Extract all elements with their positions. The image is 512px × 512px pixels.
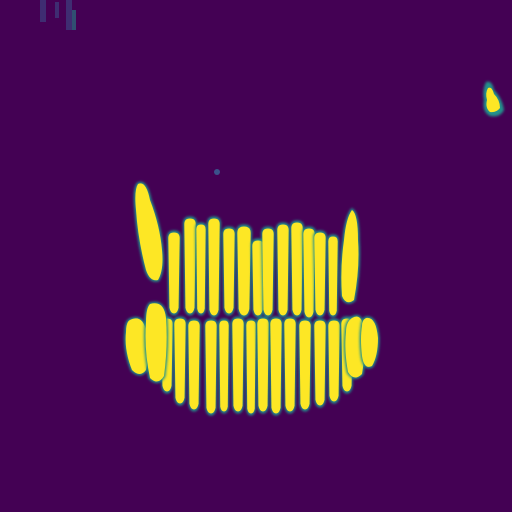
- top-right-artifact: [483, 81, 504, 117]
- lower-tooth-7: [245, 318, 257, 416]
- lower-tooth-3: [187, 318, 201, 412]
- lower-tooth-6: [231, 316, 245, 414]
- upper-tooth-7: [251, 238, 265, 318]
- upper-tooth-12: [313, 230, 327, 318]
- upper-tooth-8: [261, 226, 275, 318]
- top-left-artifact: [40, 0, 76, 30]
- upper-tooth-4: [207, 216, 221, 318]
- upper-right-canine: [339, 207, 360, 304]
- lower-tooth-4: [204, 318, 218, 416]
- lower-tooth-9: [269, 316, 283, 416]
- upper-tooth-6: [236, 224, 252, 318]
- upper-left-canine: [133, 181, 164, 282]
- upper-tooth-1: [167, 230, 181, 316]
- lower-tooth-5: [218, 318, 230, 414]
- upper-teeth-row: [133, 181, 360, 320]
- left-molars: [124, 301, 169, 383]
- left-molar-2: [144, 301, 169, 383]
- upper-tooth-5: [222, 226, 236, 316]
- lower-tooth-11: [298, 318, 312, 412]
- lower-tooth-8: [256, 316, 270, 414]
- upper-tooth-9: [276, 222, 290, 318]
- lower-tooth-13: [327, 318, 341, 404]
- upper-tooth-11: [302, 226, 316, 320]
- right-molars: [343, 315, 380, 379]
- lower-tooth-10: [283, 316, 297, 414]
- upper-tooth-3: [195, 222, 207, 316]
- lower-tooth-2: [173, 316, 187, 406]
- center-speck: [214, 169, 220, 175]
- lower-tooth-12: [313, 318, 327, 408]
- right-molar-2: [359, 316, 380, 369]
- upper-tooth-10: [290, 220, 304, 318]
- upper-tooth-2: [183, 216, 197, 316]
- upper-tooth-13: [327, 234, 339, 318]
